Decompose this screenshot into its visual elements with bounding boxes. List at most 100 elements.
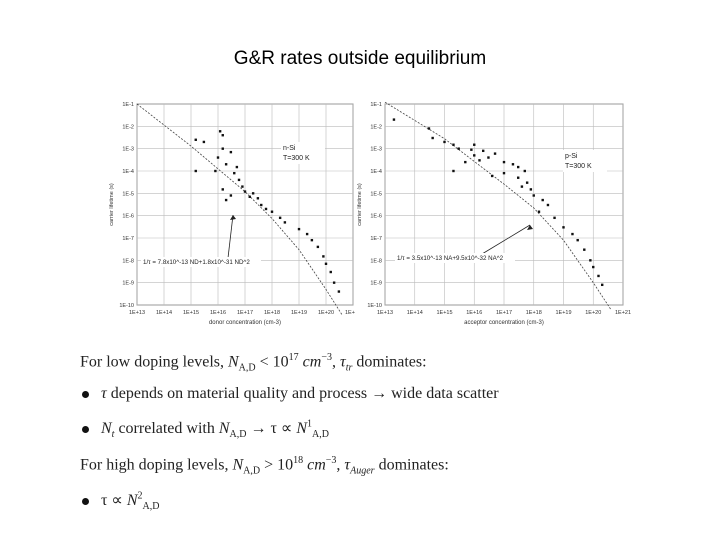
data-point [194, 169, 197, 173]
data-point [310, 238, 314, 242]
data-point [541, 198, 544, 202]
high-doping-n-sub: A,D [243, 465, 261, 477]
data-point [237, 178, 241, 182]
y-tick-label: 1E-7 [370, 236, 382, 242]
data-point [332, 281, 336, 284]
data-point [490, 174, 494, 178]
data-point [493, 152, 497, 155]
data-point [214, 169, 217, 173]
x-tick-label: 1E+17 [496, 310, 512, 316]
data-point [305, 232, 309, 236]
data-point [229, 194, 233, 197]
bullet-correlation-math: N [218, 420, 230, 437]
y-axis-label: carrier lifetime (s) [109, 183, 115, 226]
bullet-dot [82, 390, 89, 398]
x-tick-label: 1E+14 [407, 310, 423, 316]
bullet-auger-rhs: N [126, 492, 138, 509]
y-tick-label: 1E-6 [370, 214, 382, 220]
x-tick-label: 1E+16 [466, 310, 482, 316]
data-point [473, 143, 476, 146]
bullet-dot [82, 425, 89, 433]
high-doping-unit: cm [307, 456, 326, 474]
lifetime-chart-n-si-svg: 1E+13 1E+14 1E+15 1E+16 1E+17 1E+18 1E+19 1E+20… [109, 102, 361, 326]
annotation-temperature: T=300 K [283, 155, 310, 162]
slide-title: G&R rates outside equilibrium [233, 48, 487, 69]
x-tick-label: 1E+13 [129, 310, 145, 316]
x-tick-label: 1E+19 [555, 310, 571, 316]
bullet-correlation-text: correlated with [118, 420, 215, 437]
bullet-scatter-text: depends on material quality and process … [110, 385, 499, 402]
y-tick-label: 1E-1 [370, 102, 382, 108]
data-point [241, 185, 244, 188]
x-tick-label: 1E+20 [585, 310, 601, 316]
data-point [473, 154, 476, 157]
data-point [278, 216, 282, 220]
bullet-auger-rhs-exp: 2 [137, 490, 143, 502]
x-tick-label: 1E+21 [345, 310, 361, 316]
data-point [248, 195, 251, 198]
y-tick-label: 1E-5 [370, 191, 382, 197]
data-point [216, 156, 220, 159]
data-point [452, 143, 455, 146]
x-tick-label: 1E+15 [183, 310, 199, 316]
annotation-bg [281, 142, 325, 164]
data-point [264, 207, 268, 211]
y-tick-label: 1E-10 [119, 303, 134, 309]
y-tick-label: 1E-5 [122, 191, 134, 197]
x-tick-label: 1E+18 [264, 310, 280, 316]
y-tick-label: 1E-8 [122, 258, 134, 264]
data-point [218, 130, 222, 133]
lifetime-chart-p-si: 1E+13 1E+14 1E+15 1E+16 1E+17 1E+18 1E+19 1E+20… [355, 92, 635, 332]
data-point [592, 265, 595, 269]
data-point [221, 134, 224, 137]
high-doping-suffix: dominates: [378, 456, 449, 474]
data-point [221, 147, 224, 150]
data-point [571, 232, 574, 236]
data-point [576, 238, 579, 242]
data-point [583, 248, 586, 251]
high-doping-prefix: For high doping levels, [80, 456, 229, 474]
data-point [229, 150, 233, 154]
x-tick-label: 1E+16 [210, 310, 226, 316]
bullet-correlation-rhs-exp: 1 [307, 418, 313, 430]
y-axis-label: carrier lifetime (s) [357, 183, 363, 226]
x-tick-label: 1E+15 [436, 310, 452, 316]
low-doping-line: For low doping levels, NA,D < 1017 cm−3,… [80, 352, 427, 374]
data-point [270, 210, 274, 213]
data-point [601, 283, 604, 287]
data-point [478, 159, 481, 162]
data-point [260, 203, 263, 207]
data-point [523, 169, 526, 173]
high-doping-line: For high doping levels, NA,D > 1018 cm−3… [80, 455, 449, 477]
data-point [562, 226, 565, 229]
data-point [233, 171, 236, 175]
data-point [597, 274, 600, 278]
y-tick-label: 1E-7 [122, 236, 134, 242]
bullet-correlation-rhs-sub: A,D [312, 429, 329, 441]
x-tick-label: 1E+20 [318, 310, 334, 316]
data-point [324, 262, 328, 265]
y-tick-label: 1E-3 [122, 147, 134, 153]
high-doping-tau-sub: Auger [350, 465, 375, 477]
y-tick-label: 1E-9 [122, 281, 134, 287]
bullet-correlation-n: N [101, 420, 112, 437]
data-point [553, 216, 556, 220]
data-point [532, 194, 535, 197]
low-doping-unit: cm [302, 353, 322, 371]
data-point [443, 140, 446, 144]
fit-line [136, 103, 343, 316]
annotation-material: n-Si [283, 145, 296, 152]
high-doping-rel: > 10 [264, 456, 294, 474]
lifetime-chart-p-si-svg: 1E+13 1E+14 1E+15 1E+16 1E+17 1E+18 1E+19 1E+20… [357, 101, 631, 326]
x-axis-label: acceptor concentration (cm-3) [464, 320, 544, 326]
data-point [516, 165, 520, 169]
low-doping-suffix: dominates: [356, 353, 427, 371]
fit-label-bg [395, 253, 515, 263]
fit-arrowhead [230, 215, 236, 220]
data-point [329, 270, 332, 274]
high-doping-n: N [232, 456, 244, 474]
high-doping-unit-exp: −3 [325, 455, 337, 466]
data-point [482, 149, 485, 153]
y-tick-label: 1E-2 [370, 124, 382, 130]
data-point [457, 147, 460, 150]
